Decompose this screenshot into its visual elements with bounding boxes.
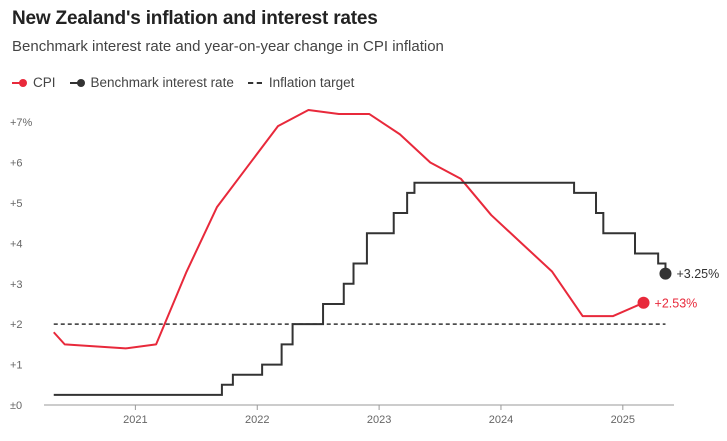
- legend-label-rate: Benchmark interest rate: [90, 75, 234, 90]
- legend: CPI Benchmark interest rate Inflation ta…: [12, 75, 368, 90]
- legend-item-target: Inflation target: [247, 75, 355, 90]
- series-cpi-line: [53, 109, 644, 350]
- y-tick-label-2: +2: [10, 319, 23, 331]
- annotation-layer: +3.25% +2.53%: [637, 267, 719, 310]
- chart-title: New Zealand's inflation and interest rat…: [12, 8, 378, 29]
- x-axis: 2021 2022 2023 2024 2025: [44, 404, 674, 426]
- y-tick-label-1: +1: [10, 360, 23, 372]
- x-tick-label-0: 2021: [123, 414, 147, 426]
- end-label-rate: +3.25%: [676, 267, 719, 281]
- y-tick-label-4: +4: [10, 238, 23, 250]
- x-tick-label-3: 2024: [489, 414, 513, 426]
- y-tick-label-0: ±0: [10, 400, 22, 412]
- x-tick-label-4: 2025: [611, 414, 635, 426]
- end-marker-cpi: [637, 296, 650, 309]
- end-label-cpi: +2.53%: [655, 296, 698, 310]
- legend-swatch-rate-icon: [69, 78, 86, 88]
- y-axis: ±0 +1 +2 +3 +4 +5 +6 +7%: [10, 117, 33, 412]
- y-tick-label-6: +6: [10, 158, 23, 170]
- legend-label-target: Inflation target: [268, 75, 355, 90]
- x-tick-label-1: 2022: [245, 414, 269, 426]
- y-tick-label-5: +5: [10, 198, 23, 210]
- y-tick-label-3: +3: [10, 279, 23, 291]
- end-marker-rate: [659, 267, 672, 280]
- y-tick-label-7: +7%: [10, 117, 33, 129]
- legend-swatch-cpi-icon: [12, 78, 28, 88]
- legend-swatch-target-icon: [247, 78, 264, 88]
- legend-label-cpi: CPI: [33, 75, 56, 90]
- x-tick-label-2: 2023: [367, 414, 391, 426]
- series-layer: [53, 109, 667, 396]
- series-benchmark-rate-line: [53, 181, 667, 396]
- legend-item-rate: Benchmark interest rate: [69, 75, 234, 90]
- chart-subtitle: Benchmark interest rate and year-on-year…: [12, 38, 444, 55]
- legend-item-cpi: CPI: [12, 75, 56, 90]
